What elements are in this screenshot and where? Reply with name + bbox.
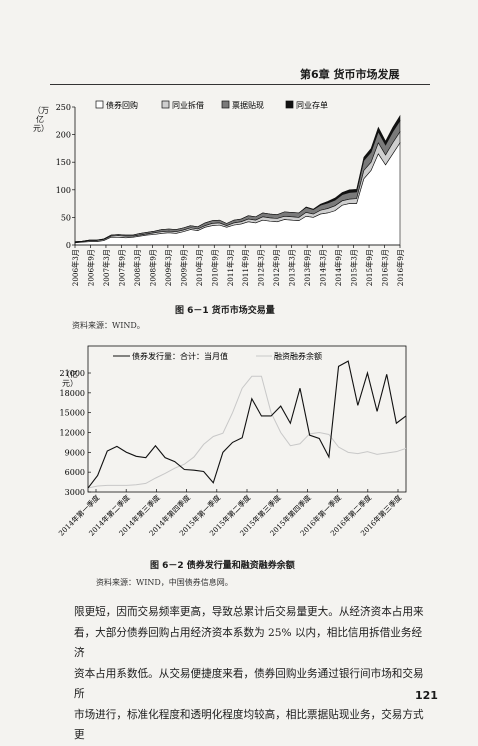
x-tick-label: 2010年9月 xyxy=(210,249,219,286)
x-tick-label: 2007年9月 xyxy=(117,249,126,286)
y-tick-label: 18000 xyxy=(60,389,85,398)
legend-label: 融资融券余额 xyxy=(274,351,322,361)
legend-swatch xyxy=(95,100,104,109)
y-tick-label: 200 xyxy=(56,131,71,140)
x-tick-label: 2015年3月 xyxy=(350,249,359,286)
body-line: 市场进行，标准化程度和透明化程度均较高，相比票据贴现业务，交易方式更 xyxy=(74,708,424,742)
fig1-source: 资料来源：WIND。 xyxy=(72,321,145,330)
y-tick-label: 0 xyxy=(66,241,71,250)
page-number: 121 xyxy=(415,689,438,702)
y-tick-label: 15000 xyxy=(60,409,85,418)
legend-label: 票据贴现 xyxy=(232,100,264,110)
y-tick-label: 150 xyxy=(56,158,71,167)
x-tick-label: 2012年3月 xyxy=(257,249,266,286)
x-tick-label: 2007年3月 xyxy=(102,249,111,286)
y-tick-label: 3000 xyxy=(65,488,85,497)
y-tick-label: 50 xyxy=(61,213,71,222)
x-tick-label: 2006年3月 xyxy=(71,249,80,286)
legend-swatch xyxy=(285,100,294,109)
x-tick-label: 2013年3月 xyxy=(288,249,297,286)
body-line: 看，大部分债券回购占用经济资本系数为 25% 以内，相比信用拆借业务经济 xyxy=(74,626,423,660)
legend-swatch xyxy=(161,100,170,109)
x-tick-label: 2010年3月 xyxy=(195,249,204,286)
x-tick-label: 2013年9月 xyxy=(303,249,312,286)
x-tick-label: 2016年3月 xyxy=(381,249,390,286)
fig2-caption: 图 6－2 债券发行量和融资融券余额 xyxy=(150,561,295,571)
fig2-unit-label: （亿元） xyxy=(62,370,78,388)
legend-label: 同业拆借 xyxy=(172,100,204,110)
x-tick-label: 2014年9月 xyxy=(334,249,343,286)
legend-label: 同业存单 xyxy=(296,100,328,110)
x-tick-label: 2008年9月 xyxy=(148,249,157,286)
chapter-header: 第6章 货币市场发展 xyxy=(300,68,400,81)
x-tick-label: 2011年3月 xyxy=(226,249,235,286)
body-line: 限更短，因而交易频率更高，导致总累计后交易量更大。从经济资本占用来 xyxy=(74,606,424,618)
y-tick-label: 9000 xyxy=(65,448,85,457)
y-tick-label: 12000 xyxy=(60,429,85,438)
fig2-source: 资料来源：WIND，中国债券信息网。 xyxy=(96,578,233,587)
x-tick-label: 2011年9月 xyxy=(241,249,250,286)
line-series-1 xyxy=(87,375,407,489)
x-tick-label: 2012年9月 xyxy=(272,249,281,286)
fig1-unit-label: （万亿元） xyxy=(33,106,49,133)
fig1-caption: 图 6－1 货币市场交易量 xyxy=(175,306,275,316)
x-tick-label: 2014年3月 xyxy=(319,249,328,286)
fig2-chart: 300060009000120001500018000210002014年第一季… xyxy=(57,345,407,538)
body-paragraph: 限更短，因而交易频率更高，导致总累计后交易量更大。从经济资本占用来 看，大部分债… xyxy=(74,602,430,746)
legend-swatch xyxy=(221,100,230,109)
y-tick-label: 6000 xyxy=(65,468,85,477)
line-series-0 xyxy=(87,360,407,489)
body-line: 资本占用系数低。从交易便捷度来看，债券回购业务通过银行间市场和交易所 xyxy=(74,667,424,701)
legend-label: 债券回购 xyxy=(106,100,138,110)
x-tick-label: 2015年9月 xyxy=(365,249,374,286)
x-tick-label: 2009年3月 xyxy=(164,249,173,286)
fig1-chart: 0 50 100 150 200 250 2006年3月 2006年9月 2007年3月 2007… xyxy=(56,100,405,286)
header-rule xyxy=(50,84,430,85)
x-tick-label: 2009年9月 xyxy=(179,249,188,286)
y-tick-label: 100 xyxy=(56,186,71,195)
legend-label: 债券发行量：合计：当月值 xyxy=(132,351,228,361)
y-tick-label: 21000 xyxy=(60,369,85,378)
y-tick-label: 250 xyxy=(56,103,71,112)
x-tick-label: 2006年9月 xyxy=(86,249,95,286)
x-tick-label: 2016年9月 xyxy=(396,249,405,286)
x-tick-label: 2008年3月 xyxy=(133,249,142,286)
